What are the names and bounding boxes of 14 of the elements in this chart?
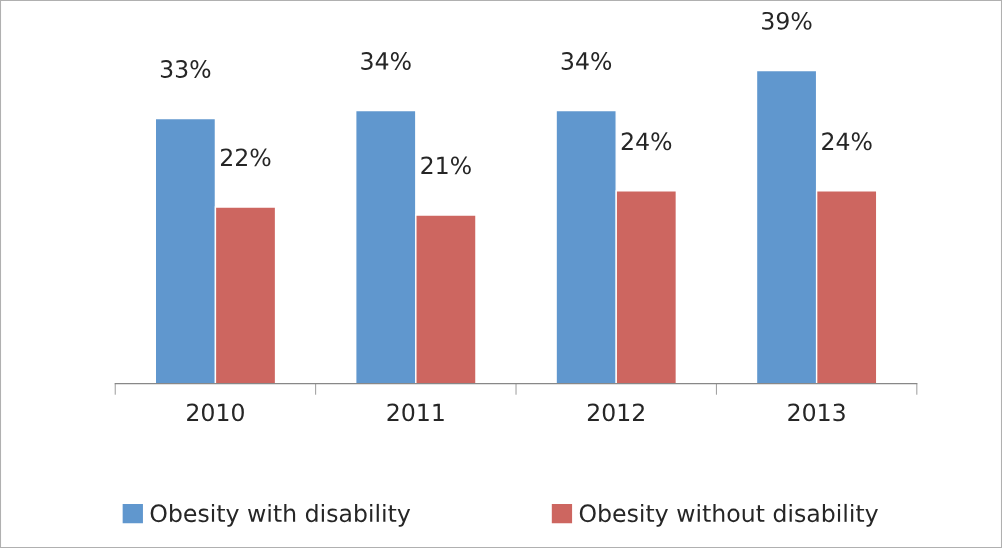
- data-label: 24%: [621, 132, 672, 151]
- legend-label: Obesity without disability: [579, 503, 878, 527]
- x-tick-label: 2012: [587, 403, 644, 422]
- x-tick-label: 2010: [187, 403, 244, 422]
- data-label: 33%: [160, 60, 211, 78]
- legend-label: Obesity with disability: [150, 503, 411, 527]
- data-label: 22%: [220, 148, 271, 167]
- data-label: 34%: [361, 52, 411, 70]
- data-label: 24%: [822, 132, 872, 151]
- x-tick-label: 2013: [788, 403, 845, 422]
- x-tick-label: 2011: [387, 403, 444, 422]
- data-label: 34%: [561, 52, 612, 70]
- data-label: 39%: [762, 11, 812, 30]
- data-label: 21%: [421, 156, 471, 175]
